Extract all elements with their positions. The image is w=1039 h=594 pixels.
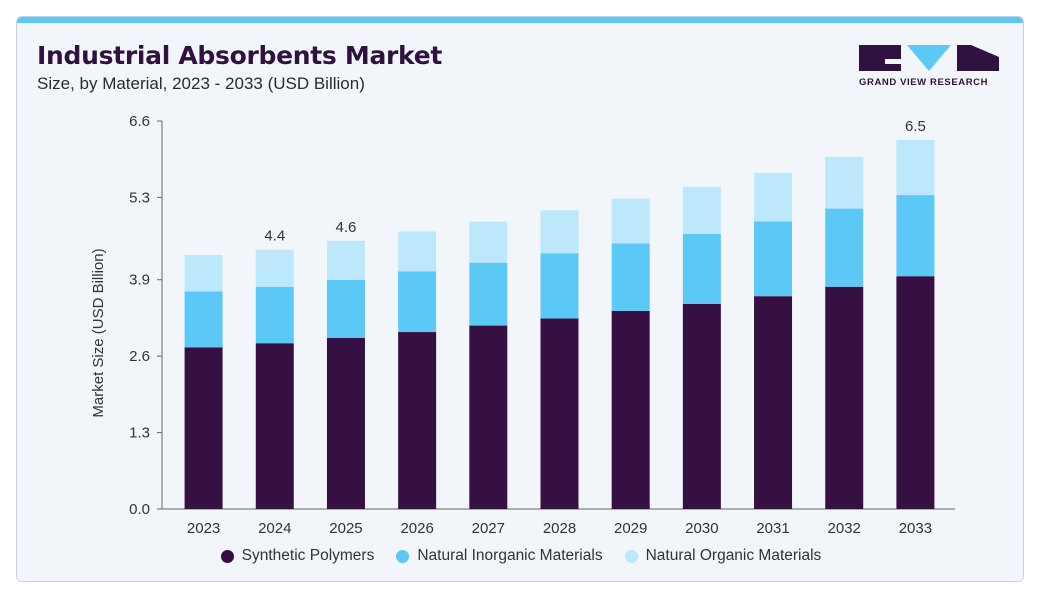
legend-label: Natural Inorganic Materials xyxy=(417,547,603,564)
legend-item: Natural Inorganic Materials xyxy=(396,547,603,565)
x-tick-label: 2029 xyxy=(614,520,647,537)
bar-2031-synthetic-polymers xyxy=(754,296,793,509)
accent-bar xyxy=(17,17,1023,23)
bar-2029-synthetic-polymers xyxy=(611,310,650,509)
x-tick-label: 2030 xyxy=(685,520,718,537)
brand-logo: GRAND VIEW RESEARCH xyxy=(859,45,1001,89)
x-tick-label: 2031 xyxy=(756,520,789,537)
x-tick-label: 2023 xyxy=(187,520,220,537)
x-tick-label: 2028 xyxy=(543,520,576,537)
brand-name: GRAND VIEW RESEARCH xyxy=(859,77,989,88)
bar-2028-natural-organic-materials xyxy=(540,210,579,254)
bar-2026-synthetic-polymers xyxy=(398,332,437,509)
bar-2025-synthetic-polymers xyxy=(326,337,365,509)
legend-swatch xyxy=(220,549,234,563)
y-tick-label: 6.6 xyxy=(129,113,150,130)
x-tick-label: 2033 xyxy=(899,520,932,537)
bar-2030-synthetic-polymers xyxy=(682,303,721,509)
bar-2027-synthetic-polymers xyxy=(469,325,508,509)
data-label: 4.4 xyxy=(264,228,285,245)
bar-2026-natural-inorganic-materials xyxy=(398,271,437,333)
chart-title: Industrial Absorbents Market xyxy=(37,41,443,70)
x-tick-label: 2027 xyxy=(472,520,505,537)
legend-swatch xyxy=(624,549,638,563)
y-tick-label: 5.3 xyxy=(129,189,150,206)
y-tick-label: 2.6 xyxy=(129,348,150,365)
x-tick-label: 2032 xyxy=(828,520,861,537)
bar-2029-natural-organic-materials xyxy=(611,198,650,244)
legend-item: Synthetic Polymers xyxy=(220,547,375,565)
chart-legend: Synthetic Polymers Natural Inorganic Mate… xyxy=(17,547,1023,565)
x-tick-label: 2024 xyxy=(258,520,291,537)
bar-2030-natural-inorganic-materials xyxy=(682,233,721,304)
legend-swatch xyxy=(396,549,410,563)
bar-2032-natural-organic-materials xyxy=(825,156,864,209)
data-label: 4.6 xyxy=(336,219,357,236)
bar-2024-natural-inorganic-materials xyxy=(255,286,294,344)
bar-2024-synthetic-polymers xyxy=(255,343,294,509)
bar-2025-natural-inorganic-materials xyxy=(326,279,365,338)
x-tick-label: 2025 xyxy=(329,520,362,537)
logo-mark-icon xyxy=(859,45,999,71)
y-tick-label: 0.0 xyxy=(129,501,150,518)
bar-2033-synthetic-polymers xyxy=(896,276,935,509)
bar-2031-natural-organic-materials xyxy=(754,172,793,222)
bar-2029-natural-inorganic-materials xyxy=(611,243,650,311)
legend-label: Synthetic Polymers xyxy=(241,547,375,564)
legend-item: Natural Organic Materials xyxy=(624,547,822,565)
bar-2028-synthetic-polymers xyxy=(540,318,579,509)
bar-2023-synthetic-polymers xyxy=(184,347,223,509)
bar-2023-natural-inorganic-materials xyxy=(184,291,223,348)
chart-subtitle: Size, by Material, 2023 - 2033 (USD Bill… xyxy=(37,74,365,93)
y-tick-label: 3.9 xyxy=(129,272,150,289)
bar-2027-natural-inorganic-materials xyxy=(469,262,508,326)
bar-2031-natural-inorganic-materials xyxy=(754,221,793,297)
bar-2030-natural-organic-materials xyxy=(682,186,721,234)
data-label: 6.5 xyxy=(905,118,926,135)
bar-2026-natural-organic-materials xyxy=(398,231,437,272)
bar-2032-synthetic-polymers xyxy=(825,286,864,509)
bar-2032-natural-inorganic-materials xyxy=(825,208,864,287)
bar-2033-natural-inorganic-materials xyxy=(896,195,935,277)
legend-label: Natural Organic Materials xyxy=(645,547,822,564)
chart-card: Industrial Absorbents Market Size, by Ma… xyxy=(16,16,1024,582)
x-tick-label: 2026 xyxy=(400,520,433,537)
bar-2027-natural-organic-materials xyxy=(469,221,508,263)
bar-chart: 0.0 1.3 2.6 3.9 5.3 6.6 Market Size (USD Billi… xyxy=(90,113,955,537)
bar-2024-natural-organic-materials xyxy=(255,249,294,287)
y-tick-label: 1.3 xyxy=(129,425,150,442)
bar-2033-natural-organic-materials xyxy=(896,139,935,196)
bar-2025-natural-organic-materials xyxy=(326,240,365,280)
y-axis-label: Market Size (USD Billion) xyxy=(90,248,107,417)
bar-2023-natural-organic-materials xyxy=(184,255,223,292)
bar-2028-natural-inorganic-materials xyxy=(540,253,579,319)
